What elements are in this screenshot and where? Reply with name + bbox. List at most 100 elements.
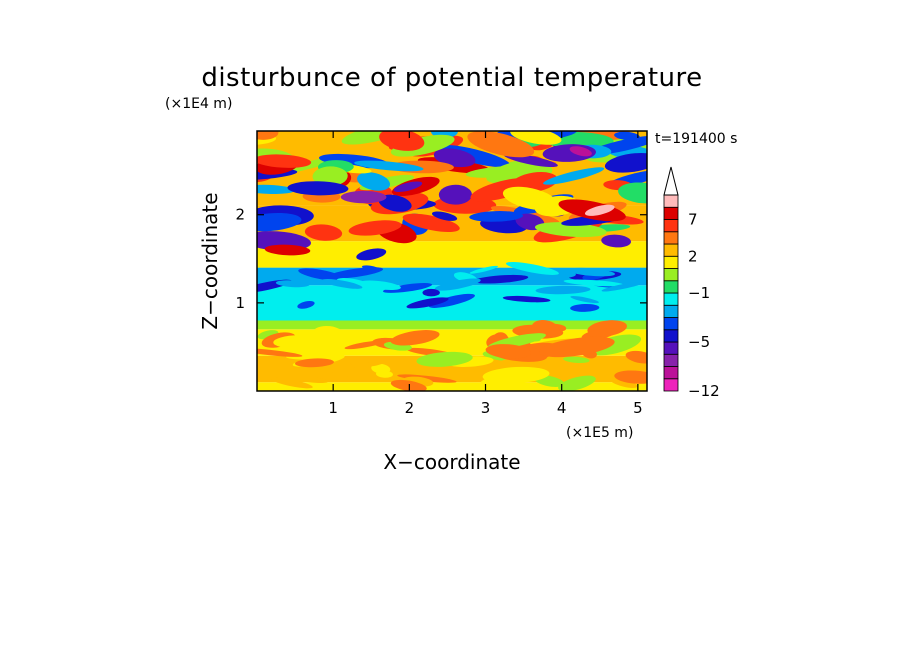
- field-feature: [291, 375, 329, 384]
- x-tick-label: 4: [557, 399, 567, 417]
- field-feature: [566, 267, 615, 277]
- colorbar-segment: [663, 194, 679, 208]
- field-feature: [569, 146, 592, 157]
- field-feature: [341, 131, 416, 145]
- field-feature: [505, 261, 559, 275]
- field-feature: [534, 222, 607, 238]
- x-axis-ticks: 1 2 3 4 5: [328, 131, 643, 417]
- colorbar-segment: [663, 243, 679, 257]
- field-feature: [558, 272, 576, 278]
- field-feature: [428, 293, 475, 308]
- y-axis-ticks: 12: [235, 206, 647, 312]
- field-feature: [257, 348, 303, 357]
- field-feature: [438, 184, 473, 205]
- field-feature: [535, 285, 591, 295]
- colorbar-segment: [663, 268, 679, 282]
- field-feature: [434, 278, 481, 291]
- colorbar-segment: [663, 255, 679, 269]
- colorbar-tick-label: −1: [688, 284, 710, 302]
- field-feature: [470, 177, 535, 202]
- field-feature: [383, 283, 433, 293]
- field-feature: [393, 181, 423, 192]
- field-feature: [328, 267, 384, 279]
- field-feature: [340, 190, 387, 204]
- field-feature: [431, 211, 458, 221]
- field-feature: [416, 351, 473, 367]
- field-feature: [354, 160, 424, 172]
- colorbar-segment: [663, 378, 679, 392]
- colorbar-segment: [663, 231, 679, 245]
- field-feature: [297, 300, 315, 309]
- colorbar-tick-label: −12: [688, 382, 720, 400]
- colorbar-tick-label: 2: [688, 247, 698, 265]
- contour-field: [257, 131, 647, 391]
- field-feature: [321, 278, 363, 289]
- field-feature: [304, 224, 343, 241]
- field-feature: [273, 335, 325, 349]
- field-feature: [502, 295, 551, 303]
- colorbar-extend-arrow: [663, 166, 679, 196]
- field-feature: [402, 213, 460, 233]
- x-axis-label: X−coordinate: [383, 450, 520, 474]
- chart-title: disturbunce of potential temperature: [201, 63, 702, 93]
- field-feature: [379, 131, 425, 151]
- x-tick-label: 3: [481, 399, 491, 417]
- x-tick-label: 1: [328, 399, 338, 417]
- x-tick-label: 5: [633, 399, 643, 417]
- field-feature: [275, 280, 310, 288]
- field-feature: [348, 220, 402, 236]
- field-feature: [375, 370, 393, 378]
- field-feature: [625, 350, 647, 364]
- field-feature: [357, 172, 391, 191]
- colorbar-segment: [663, 329, 679, 343]
- field-feature: [584, 204, 615, 216]
- field-feature: [604, 152, 647, 173]
- field-feature: [312, 166, 348, 187]
- field-band: [257, 241, 647, 268]
- y-axis-unit: (×1E4 m): [165, 96, 232, 112]
- y-axis-label: Z−coordinate: [198, 192, 222, 329]
- colorbar: −12−5−127: [663, 166, 720, 400]
- field-feature: [482, 366, 550, 384]
- field-feature: [570, 296, 599, 304]
- field-feature: [257, 184, 295, 195]
- field-feature: [406, 297, 449, 309]
- field-feature: [610, 377, 638, 388]
- field-feature: [485, 344, 532, 359]
- y-tick-label: 2: [235, 206, 245, 224]
- plot-frame: [256, 130, 648, 392]
- colorbar-segment: [663, 353, 679, 367]
- field-feature: [378, 194, 412, 212]
- colorbar-tick-label: −5: [688, 333, 710, 351]
- field-feature: [390, 330, 440, 346]
- colorbar-segment: [663, 304, 679, 318]
- y-tick-label: 1: [235, 294, 245, 312]
- field-feature: [465, 165, 532, 178]
- field-feature: [356, 248, 387, 261]
- field-feature: [543, 167, 605, 185]
- field-feature: [601, 234, 632, 248]
- field-feature: [257, 154, 312, 168]
- colorbar-segment: [663, 317, 679, 331]
- field-feature: [601, 281, 645, 292]
- colorbar-segment: [663, 366, 679, 380]
- field-feature: [287, 181, 349, 196]
- field-feature: [472, 274, 529, 284]
- field-feature: [298, 268, 343, 281]
- field-feature: [422, 288, 440, 297]
- field-feature: [331, 362, 355, 378]
- field-feature: [469, 211, 524, 222]
- time-label: t=191400 s: [655, 131, 737, 147]
- field-feature: [433, 148, 476, 168]
- x-tick-label: 2: [405, 399, 415, 417]
- field-feature: [563, 279, 624, 287]
- field-feature: [467, 131, 535, 158]
- field-feature: [264, 244, 311, 256]
- field-feature: [563, 356, 590, 363]
- colorbar-segment: [663, 206, 679, 220]
- field-feature: [294, 358, 334, 368]
- colorbar-tick-label: 7: [688, 211, 698, 229]
- field-feature: [270, 377, 313, 389]
- field-feature: [469, 265, 499, 274]
